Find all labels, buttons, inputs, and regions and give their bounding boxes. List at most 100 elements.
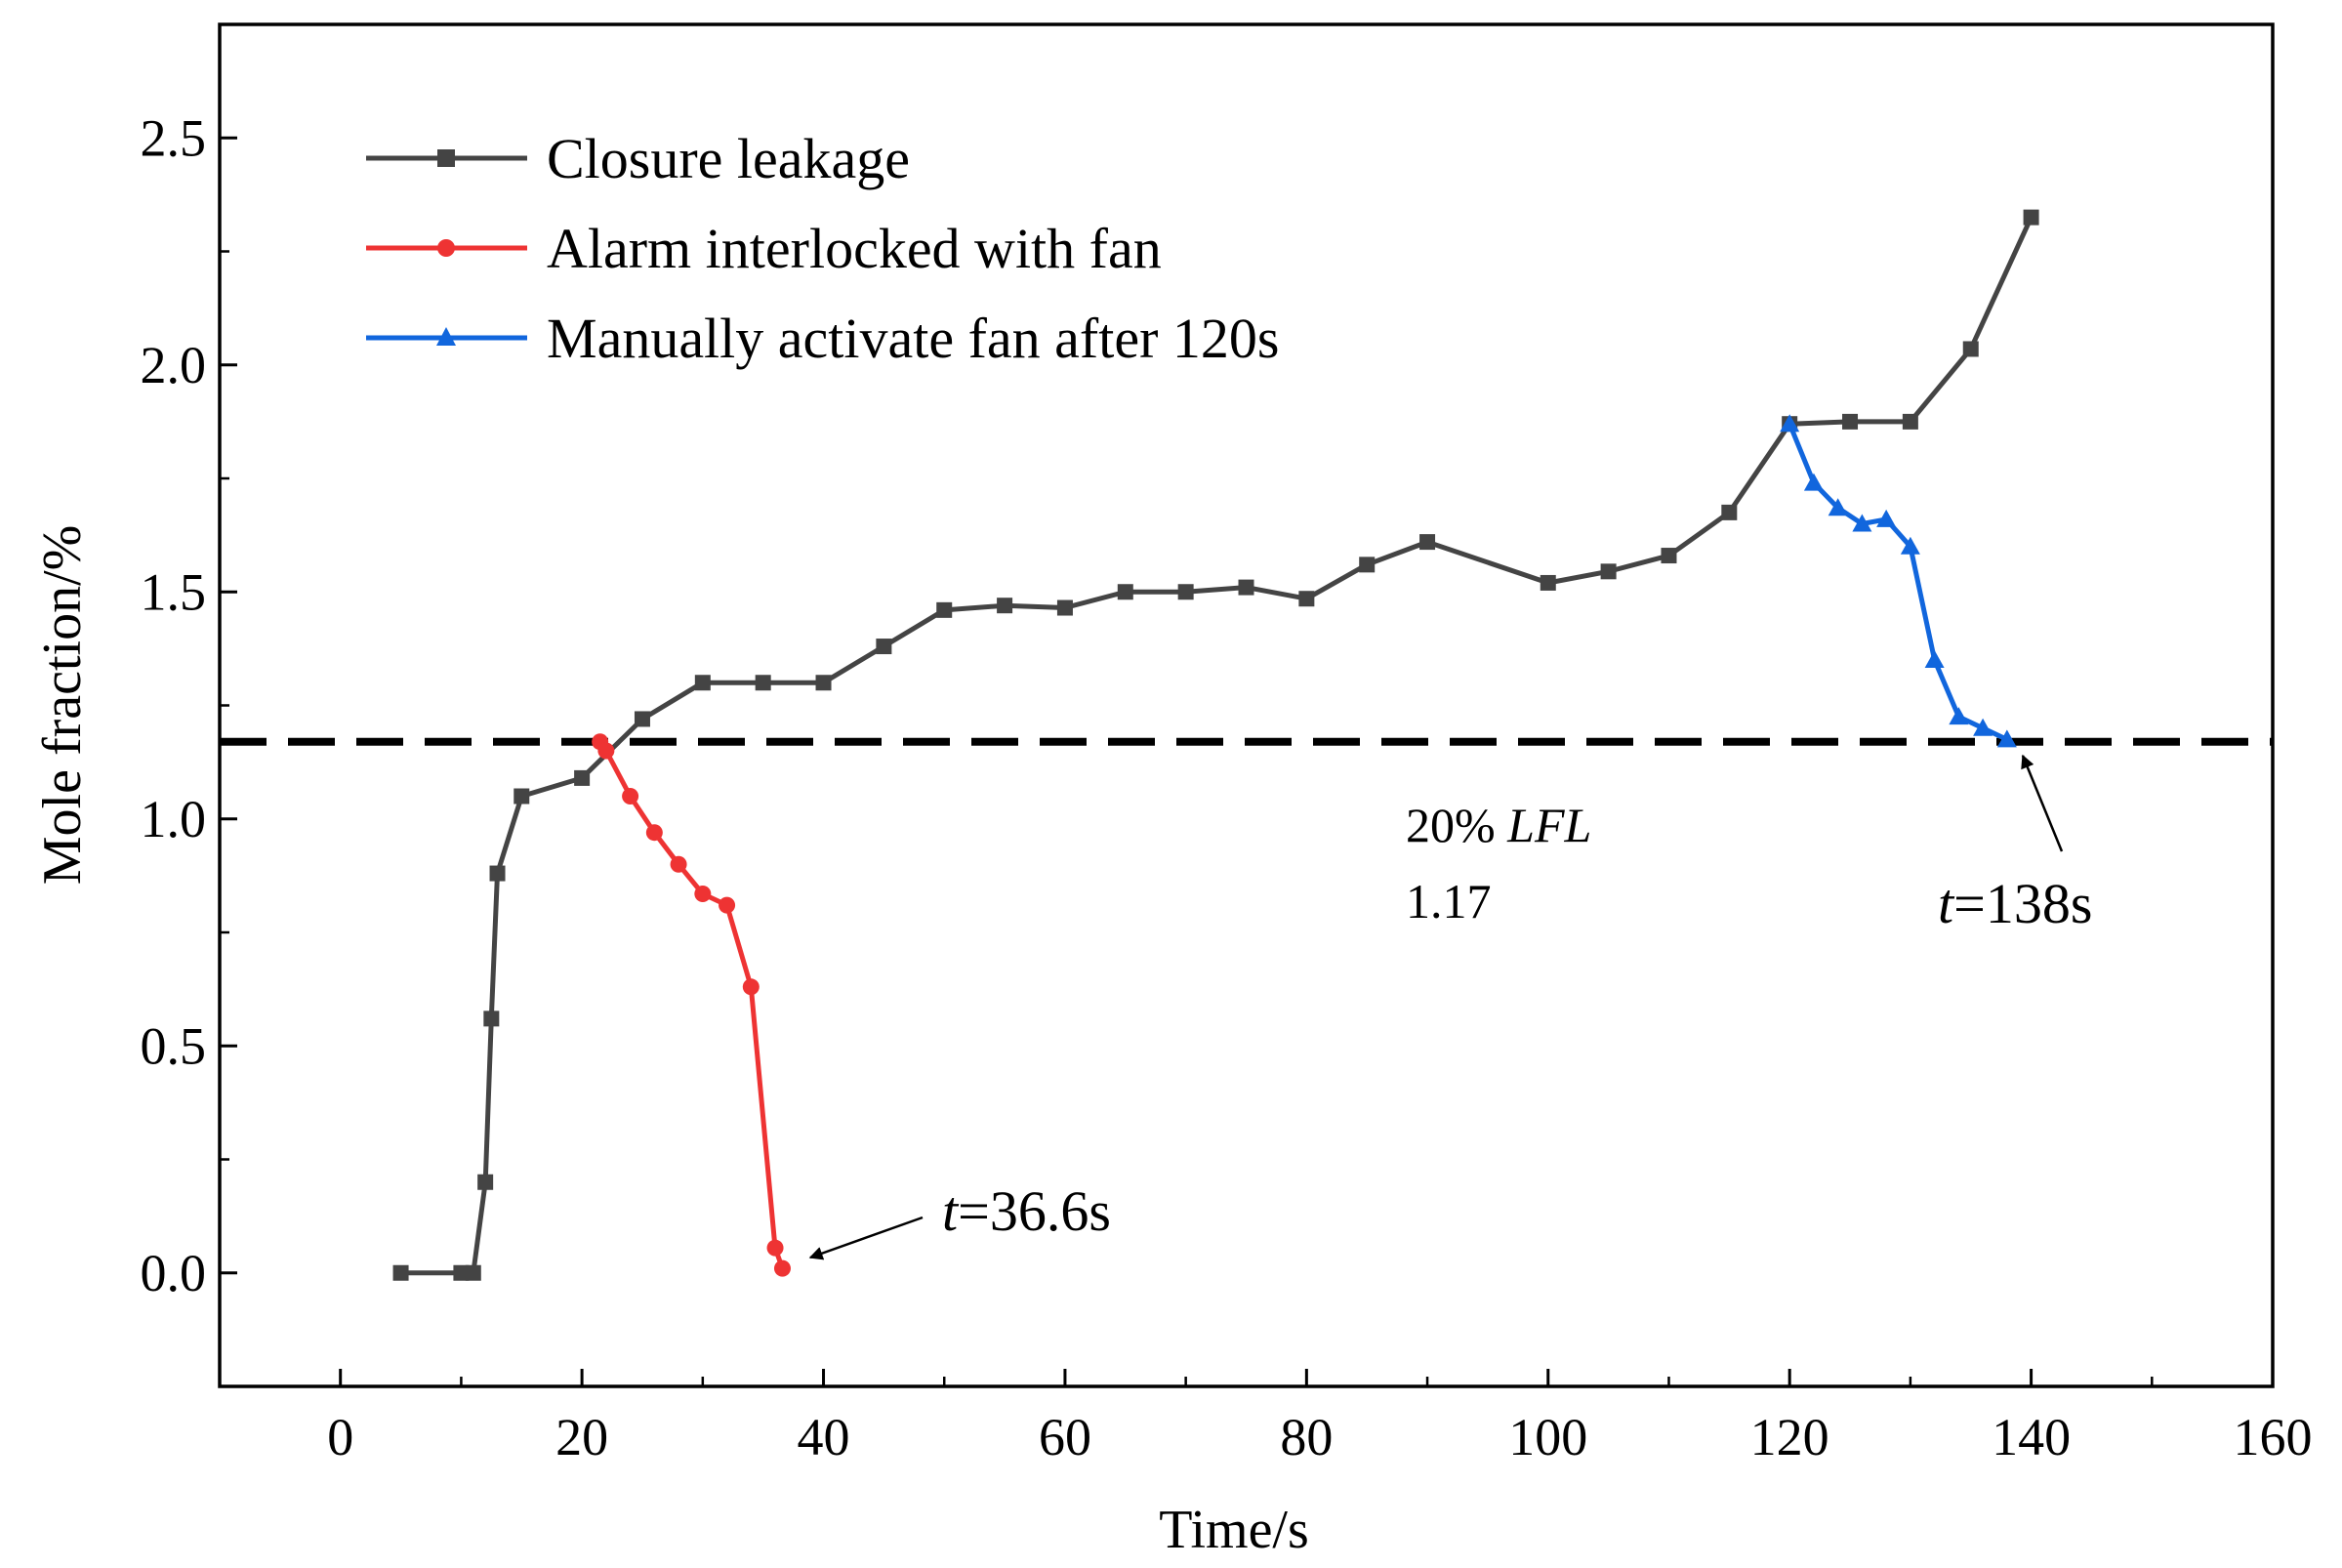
point-closure-leakage-2	[465, 1264, 481, 1281]
point-closure-leakage-16	[1117, 584, 1133, 600]
lfl-label: 20% LFL	[1406, 798, 1591, 852]
x-tick-label-5: 100	[1508, 1408, 1587, 1466]
x-axis-ticks: 0 20 40 60 80 100 120 140 160	[327, 1369, 2313, 1466]
point-manually-activate-fan-after-120s-3	[1852, 514, 1872, 532]
t2-label: t=138s	[1938, 872, 2092, 935]
point-closure-leakage-8	[634, 711, 650, 727]
point-manually-activate-fan-after-120s-7	[1949, 707, 1969, 725]
point-alarm-interlocked-with-fan-5	[694, 885, 712, 902]
point-closure-leakage-9	[694, 675, 711, 691]
legend-marker-closure-leakage	[437, 149, 455, 167]
legend-label-alarm-interlocked: Alarm interlocked with fan	[547, 217, 1162, 280]
point-closure-leakage-7	[574, 769, 591, 786]
x-tick-label-6: 120	[1750, 1408, 1829, 1466]
x-tick-label-1: 20	[555, 1408, 608, 1466]
lfl-label-italic: LFL	[1506, 798, 1591, 852]
y-tick-label-4: 2.0	[141, 336, 207, 394]
x-tick-label-2: 40	[798, 1408, 850, 1466]
x-tick-label-8: 160	[2234, 1408, 2313, 1466]
t2-label-text: =138s	[1953, 872, 2092, 935]
legend-entry-manual-fan: Manually activate fan after 120s	[366, 307, 1279, 370]
legend-marker-manual-fan	[436, 327, 456, 346]
legend-label-manual-fan: Manually activate fan after 120s	[547, 307, 1279, 370]
y-tick-label-2: 1.0	[141, 790, 207, 848]
point-closure-leakage-3	[477, 1174, 494, 1190]
x-tick-label-7: 140	[1992, 1408, 2071, 1466]
lfl-value: 1.17	[1406, 874, 1492, 928]
point-closure-leakage-24	[1661, 548, 1677, 564]
point-closure-leakage-15	[1056, 599, 1073, 616]
point-manually-activate-fan-after-120s-8	[1973, 718, 1993, 736]
series-manually-activate-fan-after-120s	[1780, 414, 2017, 748]
y-tick-label-5: 2.5	[141, 108, 207, 167]
lfl-label-prefix: 20%	[1406, 798, 1507, 852]
point-manually-activate-fan-after-120s-0	[1780, 414, 1800, 433]
point-manually-activate-fan-after-120s-4	[1876, 509, 1897, 527]
point-closure-leakage-25	[1721, 504, 1738, 520]
point-closure-leakage-23	[1600, 563, 1617, 580]
point-alarm-interlocked-with-fan-6	[719, 896, 736, 914]
t1-arrow	[808, 1216, 924, 1260]
point-alarm-interlocked-with-fan-1	[597, 742, 615, 760]
point-closure-leakage-18	[1238, 579, 1254, 596]
series-layer	[392, 209, 2039, 1281]
point-closure-leakage-14	[997, 598, 1013, 614]
t2-arrow	[2021, 754, 2064, 852]
point-closure-leakage-20	[1359, 557, 1376, 573]
plot-frame	[218, 22, 2275, 1388]
point-closure-leakage-21	[1419, 534, 1436, 551]
point-alarm-interlocked-with-fan-4	[670, 855, 687, 873]
y-axis-ticks: 0.0 0.5 1.0 1.5 2.0 2.5	[141, 108, 237, 1302]
point-closure-leakage-11	[815, 675, 832, 691]
point-closure-leakage-17	[1177, 584, 1194, 600]
t2-label-italic: t	[1938, 872, 1955, 935]
point-closure-leakage-0	[392, 1264, 409, 1281]
point-manually-activate-fan-after-120s-2	[1828, 498, 1848, 516]
point-closure-leakage-22	[1540, 574, 1556, 591]
point-manually-activate-fan-after-120s-6	[1924, 650, 1945, 668]
y-axis-title: Mole fraction/%	[32, 525, 93, 886]
x-axis-title: Time/s	[1159, 1500, 1309, 1560]
point-closure-leakage-4	[483, 1011, 500, 1027]
legend: Closure leakage Alarm interlocked with f…	[366, 127, 1279, 370]
lfl-annotation: 20% LFL 1.17	[1406, 798, 1591, 928]
point-manually-activate-fan-after-120s-1	[1803, 473, 1824, 491]
point-closure-leakage-28	[1902, 413, 1918, 430]
point-alarm-interlocked-with-fan-9	[773, 1259, 791, 1277]
y-tick-label-0: 0.0	[141, 1244, 207, 1302]
point-closure-leakage-12	[876, 639, 892, 655]
legend-entry-closure-leakage: Closure leakage	[366, 127, 910, 190]
x-tick-label-4: 80	[1280, 1408, 1333, 1466]
legend-label-closure-leakage: Closure leakage	[547, 127, 910, 190]
t1-label: t=36.6s	[942, 1179, 1111, 1243]
point-alarm-interlocked-with-fan-3	[645, 824, 663, 842]
legend-marker-alarm-interlocked	[437, 239, 455, 257]
x-tick-label-3: 60	[1039, 1408, 1091, 1466]
series-line-alarm-interlocked-with-fan	[597, 740, 785, 1269]
point-closure-leakage-6	[514, 788, 530, 805]
point-alarm-interlocked-with-fan-8	[766, 1239, 784, 1257]
series-alarm-interlocked-with-fan	[592, 733, 791, 1277]
t1-label-text: =36.6s	[958, 1179, 1111, 1243]
point-closure-leakage-5	[489, 865, 506, 882]
point-closure-leakage-19	[1298, 591, 1315, 607]
point-closure-leakage-30	[2023, 209, 2039, 226]
x-tick-label-0: 0	[327, 1408, 353, 1466]
point-closure-leakage-27	[1842, 413, 1859, 430]
point-manually-activate-fan-after-120s-9	[1996, 729, 2017, 748]
series-line-manually-activate-fan-after-120s	[1787, 423, 2008, 742]
point-closure-leakage-1	[453, 1264, 470, 1281]
legend-entry-alarm-interlocked: Alarm interlocked with fan	[366, 217, 1162, 280]
t1-annotation: t=36.6s	[808, 1179, 1111, 1260]
point-manually-activate-fan-after-120s-5	[1900, 536, 1920, 555]
y-tick-label-3: 1.5	[141, 562, 207, 621]
point-alarm-interlocked-with-fan-7	[742, 978, 760, 996]
point-closure-leakage-10	[755, 675, 771, 691]
t2-annotation: t=138s	[1938, 754, 2092, 935]
point-closure-leakage-29	[1962, 341, 1979, 357]
t1-label-italic: t	[942, 1179, 960, 1243]
point-closure-leakage-13	[936, 601, 953, 618]
y-tick-label-1: 0.5	[141, 1016, 207, 1075]
point-alarm-interlocked-with-fan-2	[622, 788, 639, 805]
